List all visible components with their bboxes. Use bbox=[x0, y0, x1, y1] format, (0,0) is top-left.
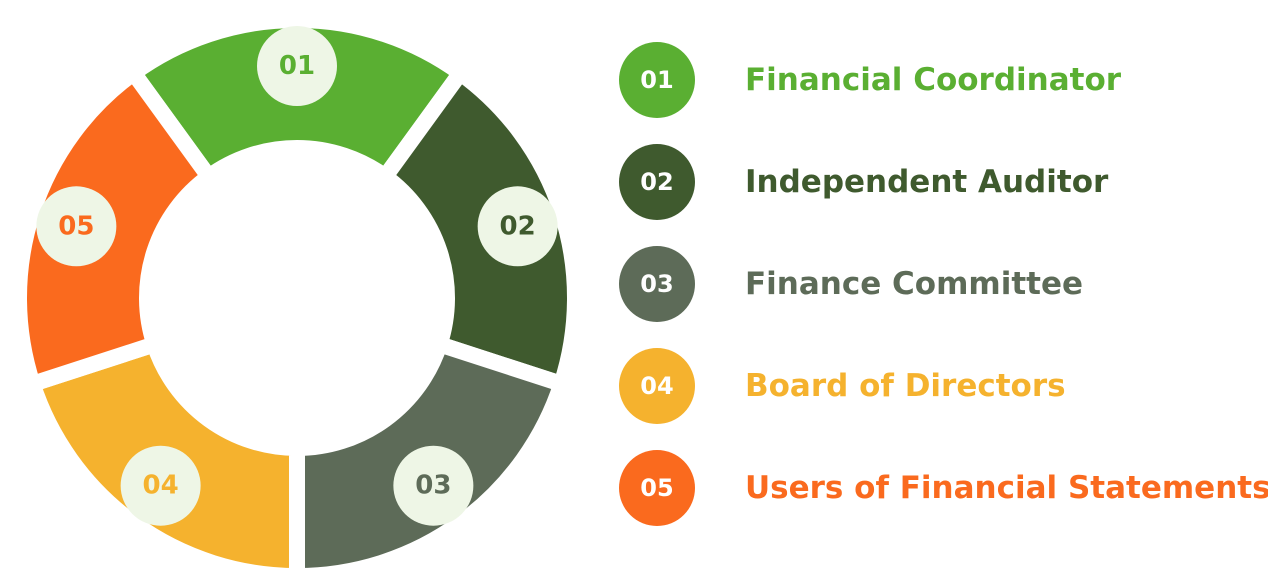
legend-label: Board of Directors bbox=[745, 368, 1066, 404]
segment-number: 03 bbox=[415, 471, 451, 501]
legend-number: 02 bbox=[640, 168, 673, 196]
legend-badge bbox=[619, 348, 695, 424]
legend-number: 01 bbox=[640, 66, 673, 94]
segment-badge bbox=[257, 26, 337, 106]
legend-badge bbox=[619, 42, 695, 118]
legend-label: Independent Auditor bbox=[745, 164, 1109, 200]
legend-number: 04 bbox=[640, 372, 673, 400]
segment-number: 05 bbox=[58, 211, 94, 241]
segment-number: 04 bbox=[143, 471, 179, 501]
legend-badge bbox=[619, 246, 695, 322]
segment-number: 01 bbox=[279, 51, 315, 81]
legend-label: Financial Coordinator bbox=[745, 62, 1122, 98]
legend-label: Users of Financial Statements bbox=[745, 470, 1268, 506]
segment-badge bbox=[477, 186, 558, 267]
segment-badge bbox=[393, 445, 474, 526]
legend-badge bbox=[619, 144, 695, 220]
legend-label: Finance Committee bbox=[745, 266, 1083, 302]
legend-number: 03 bbox=[640, 270, 673, 298]
legend-number: 05 bbox=[640, 474, 673, 502]
segment-badge bbox=[36, 186, 117, 267]
segment-badge bbox=[120, 445, 201, 526]
legend-badge bbox=[619, 450, 695, 526]
segment-number: 02 bbox=[500, 211, 536, 241]
